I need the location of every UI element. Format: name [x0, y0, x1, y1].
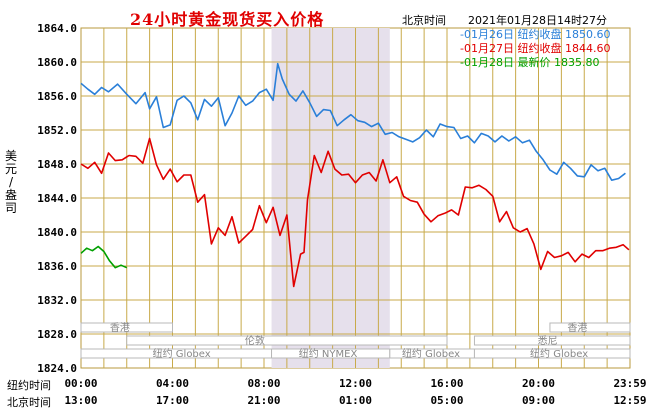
y-axis-label-char: /: [8, 175, 14, 189]
y-axis-label-char: 元: [4, 162, 17, 176]
y-axis-label: 美 元 / 盎 司: [4, 150, 18, 215]
series-line-1: [80, 62, 626, 181]
y-tick-label: 1840.0: [37, 226, 77, 239]
ny-time-tick: 23:59: [613, 377, 646, 390]
legend-item: -01月26日 纽约收盘 1850.60: [460, 27, 610, 41]
y-tick-label: 1836.0: [37, 260, 77, 273]
session-label: 纽约 Globex: [402, 347, 460, 360]
session-label: 纽约 NYMEX: [299, 347, 358, 360]
ny-time-tick: 00:00: [64, 377, 97, 390]
bj-time-tick: 05:00: [430, 394, 463, 407]
session-label: 纽约 Globex: [153, 347, 211, 360]
session-label: 纽约 Globex: [530, 347, 588, 360]
legend-item: -01月28日 最新价 1835.80: [460, 55, 599, 69]
series-line-2: [80, 137, 630, 288]
y-axis-label-char: 司: [4, 201, 17, 215]
bj-time-tick: 12:59: [613, 394, 646, 407]
session-label: 伦敦: [245, 334, 265, 347]
ny-time-row-label: 纽约时间: [7, 379, 51, 392]
timezone-label: 北京时间: [402, 14, 446, 27]
session-bar: [80, 322, 173, 333]
ny-time-tick: 20:00: [522, 377, 555, 390]
bj-time-tick: 01:00: [339, 394, 372, 407]
chart-title: 24小时黄金现货买入价格: [130, 10, 325, 29]
ny-time-tick: 16:00: [430, 377, 463, 390]
bj-time-tick: 13:00: [64, 394, 97, 407]
legend-item: -01月27日 纽约收盘 1844.60: [460, 41, 610, 55]
y-tick-label: 1864.0: [37, 22, 77, 35]
session-bar: [473, 348, 631, 359]
bj-time-tick: 21:00: [247, 394, 280, 407]
y-axis-label-char: 美: [4, 149, 17, 163]
y-tick-label: 1848.0: [37, 158, 77, 171]
session-bar: [126, 335, 448, 346]
y-tick-label: 1852.0: [37, 124, 77, 137]
y-tick-label: 1860.0: [37, 56, 77, 69]
bj-time-row-label: 北京时间: [7, 396, 51, 409]
y-tick-label: 1828.0: [37, 328, 77, 341]
bj-time-tick: 17:00: [156, 394, 189, 407]
bj-time-tick: 09:00: [522, 394, 555, 407]
session-label: 悉尼: [538, 335, 558, 347]
session-label: 香港: [567, 322, 587, 334]
series-line-3: [80, 245, 128, 269]
session-label: 香港: [110, 322, 130, 334]
y-axis-label-char: 盎: [4, 188, 17, 202]
ny-time-tick: 04:00: [156, 377, 189, 390]
ny-time-tick: 12:00: [339, 377, 372, 390]
y-tick-label: 1844.0: [37, 192, 77, 205]
y-tick-label: 1824.0: [37, 362, 77, 375]
y-tick-label: 1832.0: [37, 294, 77, 307]
ny-time-tick: 08:00: [247, 377, 280, 390]
session-bar: [473, 335, 631, 346]
y-tick-label: 1856.0: [37, 90, 77, 103]
session-bar: [549, 322, 631, 333]
current-datetime: 2021年01月28日14时27分: [468, 14, 607, 27]
